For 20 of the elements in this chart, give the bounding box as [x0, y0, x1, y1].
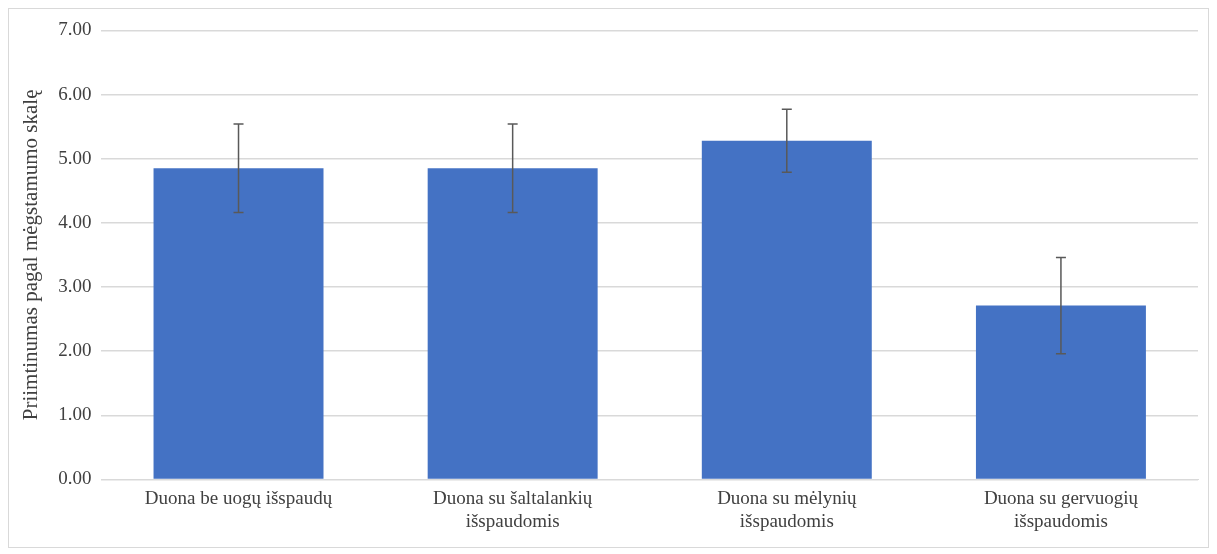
category-label: išspaudomis: [465, 509, 560, 531]
y-tick-label: 0.00: [58, 467, 92, 489]
bar: [153, 168, 324, 479]
category-label: Duona be uogų išspaudų: [144, 486, 333, 508]
category-label: Duona su mėlynių: [717, 486, 857, 508]
bar: [701, 140, 872, 479]
category-label: išspaudomis: [739, 509, 834, 531]
category-label: išspaudomis: [1013, 509, 1108, 531]
category-label: Duona su gervuogių: [983, 486, 1138, 508]
bar: [975, 305, 1146, 479]
bar: [427, 168, 598, 479]
category-label: Duona su šaltalankių: [432, 486, 593, 508]
y-tick-label: 7.00: [58, 18, 92, 40]
y-tick-label: 5.00: [58, 146, 92, 168]
y-tick-label: 3.00: [58, 274, 92, 296]
y-tick-label: 2.00: [58, 339, 92, 361]
y-axis-title: Priimtinumas pagal mėgstamumo skalę: [18, 89, 43, 421]
y-tick-label: 4.00: [58, 210, 92, 232]
y-tick-label: 6.00: [58, 82, 92, 104]
y-tick-label: 1.00: [58, 403, 92, 425]
